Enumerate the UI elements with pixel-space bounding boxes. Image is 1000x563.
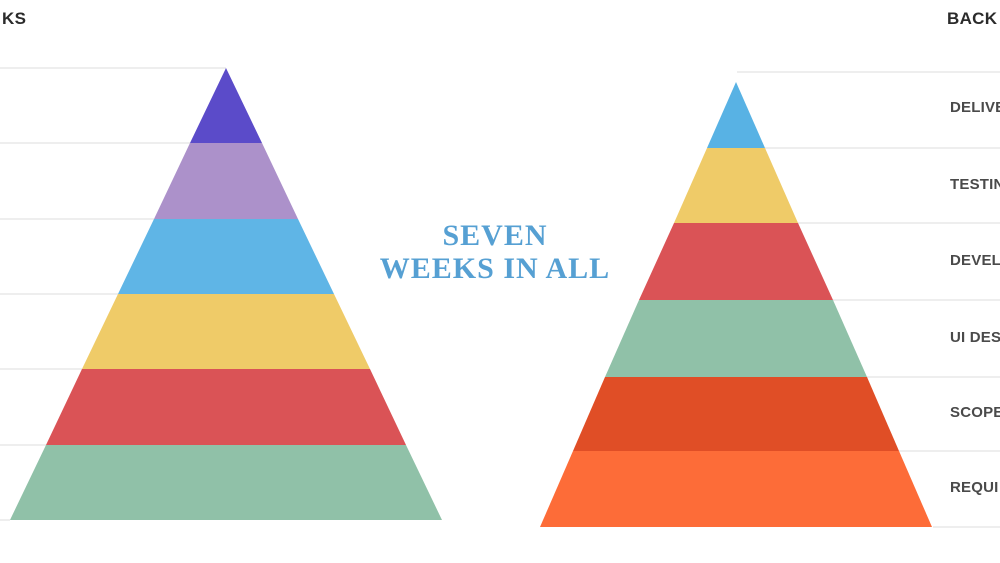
left-pyramid-segment-4 xyxy=(82,294,370,369)
left-grid-lines xyxy=(0,67,226,521)
right-pyramid-segment-2 xyxy=(674,148,798,223)
left-pyramid xyxy=(10,68,442,520)
right-pyramid-segment-1 xyxy=(707,82,765,148)
right-pyramid xyxy=(540,82,932,527)
right-level-label-delivery: DELIVE xyxy=(950,99,1000,116)
center-annotation-line-1: SEVEN xyxy=(442,219,548,252)
right-pyramid-segment-3 xyxy=(639,223,833,300)
left-pyramid-segment-3 xyxy=(118,219,334,294)
right-chart-title: BACK E xyxy=(947,9,1000,28)
right-pyramid-segment-5 xyxy=(573,377,899,451)
right-level-label-testing: TESTIN xyxy=(950,176,1000,193)
right-level-label-ui-design: UI DES xyxy=(950,329,1000,346)
right-pyramid-segment-6 xyxy=(540,451,932,527)
center-annotation: SEVEN WEEKS IN ALL xyxy=(360,219,630,285)
right-pyramid-segment-4 xyxy=(605,300,867,377)
right-level-label-scope: SCOPE xyxy=(950,404,1000,421)
right-level-label-development: DEVELO xyxy=(950,252,1000,269)
center-annotation-line-2: WEEKS IN ALL xyxy=(379,252,611,285)
left-pyramid-segment-5 xyxy=(46,369,406,445)
left-pyramid-segment-2 xyxy=(154,143,298,219)
left-chart-title: KS xyxy=(2,9,27,28)
left-pyramid-segment-6 xyxy=(10,445,442,520)
left-pyramid-segment-1 xyxy=(190,68,262,143)
right-grid-lines xyxy=(737,71,1000,528)
right-level-label-requirements: REQUI xyxy=(950,479,999,496)
